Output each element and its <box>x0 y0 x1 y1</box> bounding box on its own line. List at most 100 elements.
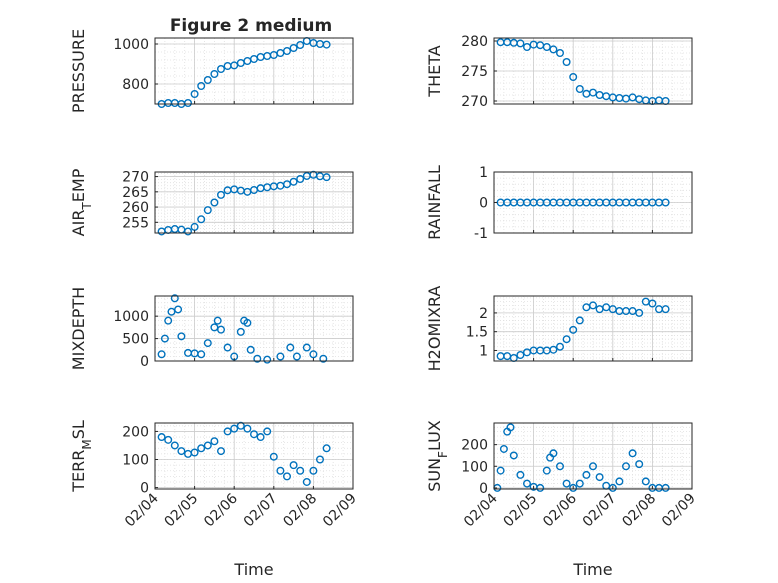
subplot-6: 1 1.5 2 H2OMIXRA <box>425 286 693 372</box>
data-point <box>243 318 252 327</box>
y-axis-label: TERRMSL <box>69 420 94 493</box>
y-tick-label: 1000 <box>113 37 149 53</box>
y-tick-label: 500 <box>122 332 149 348</box>
data-point <box>263 355 272 364</box>
data-point <box>276 466 285 475</box>
data-point <box>556 462 565 471</box>
axes-box <box>493 422 693 490</box>
data-point <box>296 175 305 184</box>
data-point <box>556 49 565 58</box>
data-point <box>635 460 644 469</box>
data-point <box>269 452 278 461</box>
data-point <box>157 350 166 359</box>
data-point <box>322 40 331 49</box>
x-tick-label: 02/05 <box>162 491 202 531</box>
y-axis-label: THETA <box>425 45 444 97</box>
data-point <box>289 461 298 470</box>
y-tick-label: 100 <box>461 459 488 475</box>
data-point <box>289 44 298 53</box>
data-point <box>562 479 571 488</box>
axes-box <box>154 295 354 362</box>
data-point <box>183 227 192 236</box>
data-point <box>506 423 515 432</box>
data-point <box>283 472 292 481</box>
data-point <box>256 433 265 442</box>
data-point <box>582 470 591 479</box>
data-point <box>322 173 331 182</box>
data-point <box>635 308 644 317</box>
y-axis-label: SUNFLUX <box>425 420 450 492</box>
data-point <box>197 350 206 359</box>
data-point <box>499 444 508 453</box>
x-tick-label: 02/05 <box>501 491 541 531</box>
data-point <box>236 327 245 336</box>
data-point <box>608 483 617 492</box>
y-tick-label: 0 <box>479 196 488 212</box>
data-point <box>549 45 558 54</box>
data-point <box>216 447 225 456</box>
data-point <box>190 89 199 98</box>
y-tick-label: 1.5 <box>466 325 488 341</box>
x-tick-label: 02/07 <box>241 491 281 531</box>
x-tick-label: 02/07 <box>580 491 620 531</box>
data-point <box>223 427 232 436</box>
y-tick-label: 200 <box>122 424 149 440</box>
data-point <box>170 294 179 303</box>
data-point <box>210 198 219 207</box>
data-point <box>157 433 166 442</box>
data-point <box>316 455 325 464</box>
y-tick-label: 200 <box>461 438 488 454</box>
data-point <box>641 477 650 486</box>
data-point <box>230 424 239 433</box>
data-point <box>164 435 173 444</box>
data-point <box>230 61 239 70</box>
data-point <box>292 352 301 361</box>
data-point <box>183 98 192 107</box>
data-point <box>263 427 272 436</box>
data-point <box>569 325 578 334</box>
data-point <box>622 462 631 471</box>
x-tick-label: 02/08 <box>280 491 320 531</box>
data-point <box>283 180 292 189</box>
data-point <box>569 72 578 81</box>
y-tick-label: 1000 <box>113 309 149 325</box>
data-point <box>309 350 318 359</box>
data-point <box>628 449 637 458</box>
y-axis-label: RAINFALL <box>425 165 444 240</box>
y-tick-label: 265 <box>122 185 149 201</box>
axes-box <box>154 37 354 105</box>
y-tick-label: 280 <box>461 34 488 50</box>
data-point <box>516 470 525 479</box>
x-axis-label: Time <box>572 560 612 579</box>
y-axis-label: H2OMIXRA <box>425 286 444 372</box>
data-point <box>174 305 183 314</box>
y-tick-label: 100 <box>122 453 149 469</box>
axes-box <box>493 295 693 362</box>
data-point <box>203 206 212 215</box>
data-point <box>615 477 624 486</box>
y-tick-label: 1 <box>479 165 488 181</box>
data-point <box>661 483 670 492</box>
y-tick-label: 275 <box>461 64 488 80</box>
subplot-5: 0 500 1000 MIXDEPTH <box>69 287 354 370</box>
y-tick-label: 800 <box>122 77 149 93</box>
data-point <box>276 352 285 361</box>
data-point <box>216 325 225 334</box>
data-point <box>223 343 232 352</box>
data-point <box>648 299 657 308</box>
y-tick-label: 0 <box>140 354 149 370</box>
data-point <box>203 339 212 348</box>
data-point <box>216 64 225 73</box>
y-tick-label: 270 <box>461 94 488 110</box>
data-point <box>516 39 525 48</box>
data-point <box>523 43 532 52</box>
data-point <box>595 473 604 482</box>
y-tick-label: 0 <box>140 481 149 497</box>
data-point <box>309 466 318 475</box>
data-point <box>319 354 328 363</box>
data-point <box>516 350 525 359</box>
y-tick-label: 2 <box>479 306 488 322</box>
data-point <box>536 483 545 492</box>
